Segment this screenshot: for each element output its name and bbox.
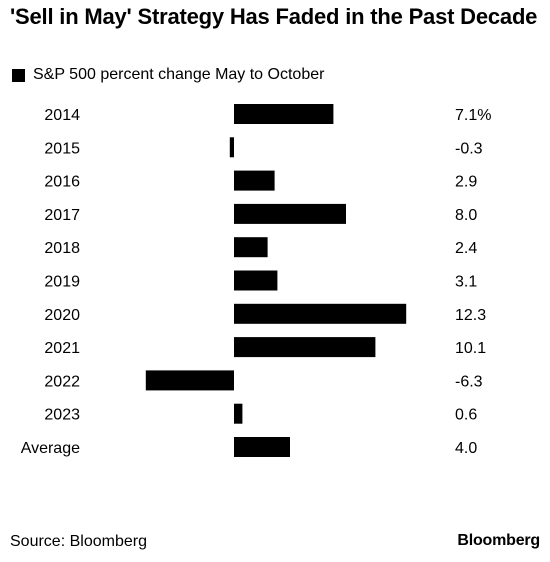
value-label: 3.1: [455, 274, 477, 291]
bar: [234, 237, 268, 258]
value-label: 12.3: [455, 307, 486, 324]
legend: S&P 500 percent change May to October: [12, 66, 324, 84]
value-label: -0.3: [455, 140, 483, 157]
value-label: 2.9: [455, 174, 477, 191]
category-label: 2023: [44, 407, 80, 424]
legend-swatch: [12, 68, 25, 82]
value-label: 8.0: [455, 207, 477, 224]
category-label: 2019: [44, 274, 80, 291]
value-label: 10.1: [455, 340, 486, 357]
bar: [234, 337, 376, 358]
category-label: 2022: [44, 373, 80, 390]
chart-title: 'Sell in May' Strategy Has Faded in the …: [10, 4, 538, 29]
category-label: 2018: [44, 240, 80, 257]
bloomberg-logo: Bloomberg: [457, 532, 540, 549]
value-label: 7.1%: [455, 107, 491, 124]
bar: [234, 104, 334, 124]
value-label: -6.3: [455, 373, 483, 390]
category-label: 2017: [44, 207, 80, 224]
bar: [234, 303, 407, 324]
category-label: 2020: [44, 307, 80, 324]
bar: [145, 370, 234, 391]
category-label: Average: [21, 440, 80, 457]
bar: [234, 270, 278, 291]
value-label: 0.6: [455, 407, 477, 424]
category-label: 2014: [44, 107, 80, 124]
category-label: 2016: [44, 174, 80, 191]
bar: [234, 437, 290, 457]
category-label: 2015: [44, 140, 80, 157]
category-label: 2021: [44, 340, 80, 357]
legend-label: S&P 500 percent change May to October: [33, 66, 325, 83]
value-label: 2.4: [455, 240, 477, 257]
bar: [234, 203, 346, 224]
value-label: 4.0: [455, 440, 477, 457]
bar-chart: 2014 7.1% 2015 -0.3 2016 2.9 2017 8.0 2018 2.4 201…: [21, 104, 491, 457]
bar: [234, 170, 275, 191]
bar: [234, 403, 243, 424]
source-note: Source: Bloomberg: [10, 533, 147, 550]
bar: [229, 137, 234, 158]
